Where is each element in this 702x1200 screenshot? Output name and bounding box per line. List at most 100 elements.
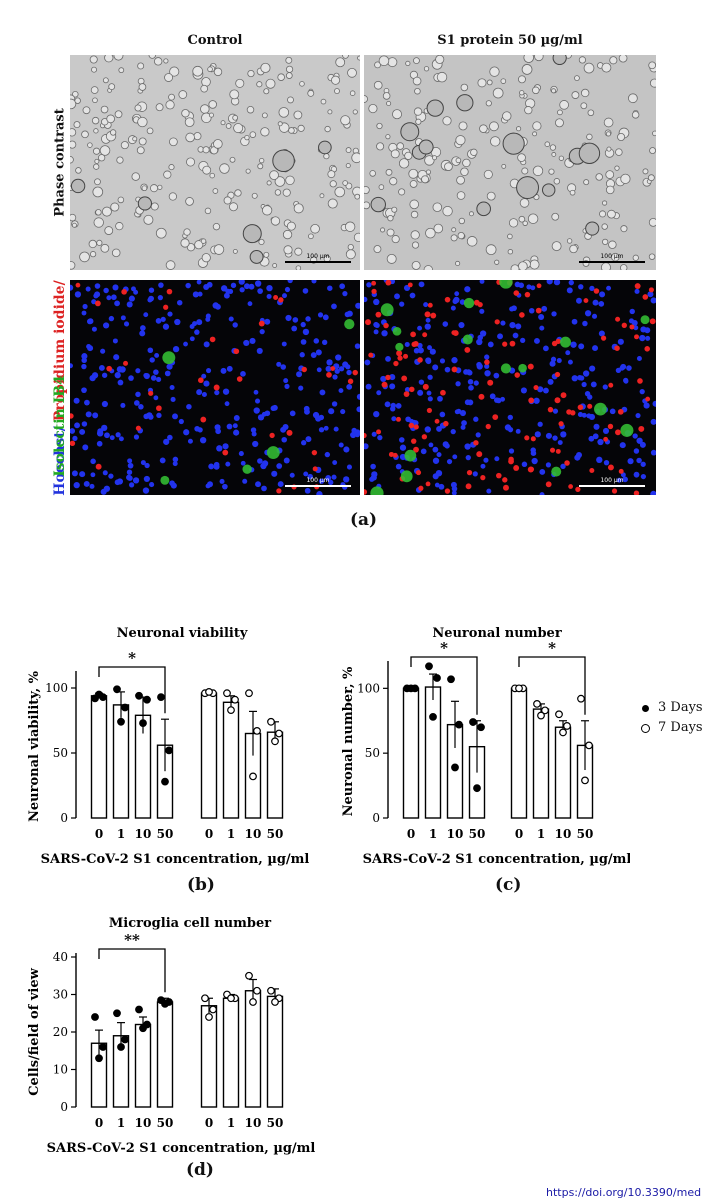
- hoechst-nucleus: [592, 299, 599, 306]
- hoechst-nucleus: [228, 316, 234, 322]
- data-point-7days: [537, 711, 545, 720]
- cell: [131, 172, 140, 181]
- hoechst-nucleus: [374, 322, 380, 328]
- hoechst-nucleus: [439, 411, 446, 418]
- propidium-nucleus: [395, 416, 401, 422]
- data-point-3days: [429, 712, 437, 721]
- data-point-7days: [227, 994, 235, 1003]
- cell: [335, 57, 346, 68]
- data-point-3days: [455, 720, 463, 729]
- propidium-nucleus: [494, 319, 500, 325]
- propidium-nucleus: [527, 466, 534, 473]
- hoechst-nucleus: [86, 343, 92, 350]
- doi-link[interactable]: https://doi.org/10.3390/med: [546, 1186, 702, 1199]
- data-point-7days: [559, 728, 567, 737]
- propidium-nucleus: [403, 391, 410, 397]
- hoechst-nucleus: [546, 280, 553, 285]
- hoechst-nucleus: [126, 301, 133, 308]
- cell: [529, 259, 540, 270]
- y-tick-label: 10: [53, 1063, 68, 1077]
- scale-bar-label: 100 µm: [306, 253, 330, 260]
- hoechst-nucleus: [581, 381, 587, 388]
- hoechst-nucleus: [632, 433, 638, 439]
- x-tick-label: 50: [469, 827, 486, 841]
- hoechst-nucleus: [317, 312, 324, 318]
- hoechst-nucleus: [226, 365, 233, 372]
- cell: [155, 227, 167, 239]
- hoechst-nucleus: [133, 434, 140, 440]
- hoechst-nucleus: [79, 471, 86, 478]
- cell: [70, 213, 77, 222]
- x-tick-label: 10: [245, 1116, 262, 1130]
- hoechst-nucleus: [531, 457, 538, 465]
- hoechst-nucleus: [409, 418, 414, 424]
- hoechst-nucleus: [81, 363, 87, 370]
- microglia-cell: [463, 297, 475, 309]
- propidium-nucleus: [401, 375, 408, 382]
- hoechst-nucleus: [356, 393, 360, 400]
- hoechst-nucleus: [298, 385, 304, 391]
- hoechst-nucleus: [150, 375, 157, 381]
- hoechst-nucleus: [296, 371, 303, 378]
- propidium-nucleus: [371, 280, 377, 286]
- cell: [70, 140, 77, 149]
- cell: [233, 123, 244, 134]
- cell: [207, 66, 213, 73]
- hoechst-nucleus: [261, 460, 269, 467]
- cell: [75, 167, 82, 174]
- hoechst-nucleus: [96, 430, 104, 437]
- hoechst-nucleus: [547, 378, 554, 385]
- cell: [94, 178, 101, 186]
- cell: [492, 87, 504, 99]
- hoechst-nucleus: [282, 293, 287, 299]
- propidium-nucleus: [473, 440, 479, 446]
- hoechst-nucleus: [251, 431, 257, 437]
- hoechst-nucleus: [497, 333, 503, 340]
- hoechst-nucleus: [167, 434, 173, 441]
- data-point-3days: [95, 1054, 103, 1063]
- cell: [507, 249, 514, 255]
- propidium-nucleus: [443, 420, 449, 427]
- hoechst-nucleus: [636, 356, 642, 362]
- cell: [620, 225, 628, 233]
- hoechst-nucleus: [70, 284, 74, 291]
- microglia-cell: [400, 470, 413, 483]
- cell: [258, 157, 265, 164]
- cell: [93, 163, 100, 170]
- data-point-3days: [117, 1043, 125, 1051]
- propidium-nucleus: [618, 468, 624, 474]
- hoechst-nucleus: [157, 295, 163, 301]
- hoechst-nucleus: [545, 432, 552, 439]
- hoechst-nucleus: [280, 426, 287, 433]
- hoechst-nucleus: [132, 477, 140, 484]
- hoechst-nucleus: [170, 482, 177, 489]
- hoechst-nucleus: [446, 458, 453, 465]
- propidium-nucleus: [75, 282, 81, 288]
- propidium-nucleus: [638, 425, 645, 432]
- hoechst-nucleus: [242, 478, 248, 484]
- cell: [168, 192, 178, 201]
- cell: [521, 167, 529, 175]
- hoechst-nucleus: [494, 456, 500, 462]
- cell: [410, 210, 419, 219]
- hoechst-nucleus: [512, 332, 519, 339]
- cell: [373, 245, 382, 254]
- hoechst-nucleus: [640, 326, 647, 333]
- cell: [299, 81, 305, 87]
- cell: [266, 180, 272, 186]
- cell: [200, 84, 209, 93]
- micrograph-phase-control: 100 µm: [70, 55, 360, 270]
- hoechst-nucleus: [277, 481, 284, 488]
- hoechst-nucleus: [332, 374, 338, 380]
- cell: [532, 86, 540, 95]
- hoechst-nucleus: [566, 287, 573, 294]
- x-tick-label: 50: [577, 827, 594, 841]
- propidium-nucleus: [496, 472, 502, 479]
- propidium-nucleus: [236, 376, 243, 382]
- hoechst-nucleus: [609, 408, 616, 415]
- hoechst-nucleus: [112, 338, 118, 344]
- hoechst-nucleus: [116, 366, 124, 373]
- cell: [390, 149, 400, 159]
- x-tick-label: 0: [95, 1116, 103, 1130]
- propidium-nucleus: [415, 469, 422, 476]
